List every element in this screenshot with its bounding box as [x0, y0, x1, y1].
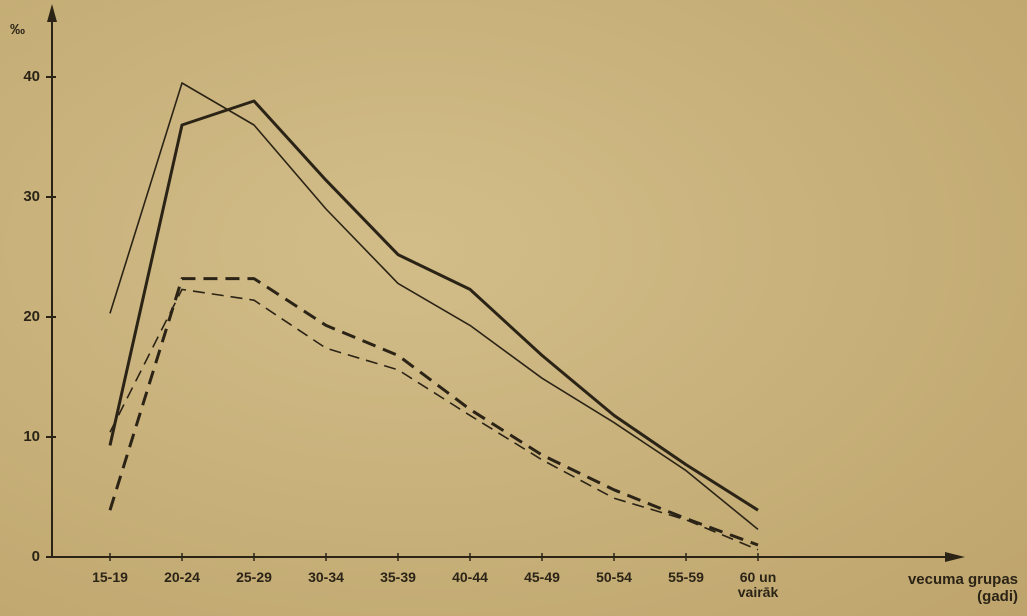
x-tick-label: 55-59	[668, 569, 704, 585]
y-tick-label: 0	[32, 548, 40, 565]
x-tick-label: 15-19	[92, 569, 128, 585]
y-axis-label: ‰	[10, 21, 25, 38]
y-tick-label: 10	[23, 428, 40, 445]
y-tick-label: 30	[23, 188, 40, 205]
line-series	[108, 277, 759, 547]
x-tick-label: 60 un vairāk	[737, 569, 779, 600]
y-tick-label: 20	[23, 308, 40, 325]
line-series	[108, 99, 759, 512]
y-axis-arrow	[47, 4, 57, 22]
line-series	[109, 82, 759, 531]
x-tick-label: 30-34	[308, 569, 344, 585]
x-tick-label: 35-39	[380, 569, 416, 585]
x-tick-label: 50-54	[596, 569, 632, 585]
x-tick-label: 20-24	[164, 569, 200, 585]
x-axis-label: vecuma grupas (gadi)	[907, 571, 1018, 605]
x-tick-label: 25-29	[236, 569, 272, 585]
x-axis-arrow	[945, 552, 965, 562]
x-tick-label: 45-49	[524, 569, 560, 585]
x-tick-label: 40-44	[452, 569, 488, 585]
y-tick-label: 40	[23, 68, 40, 85]
line-series	[109, 288, 759, 551]
